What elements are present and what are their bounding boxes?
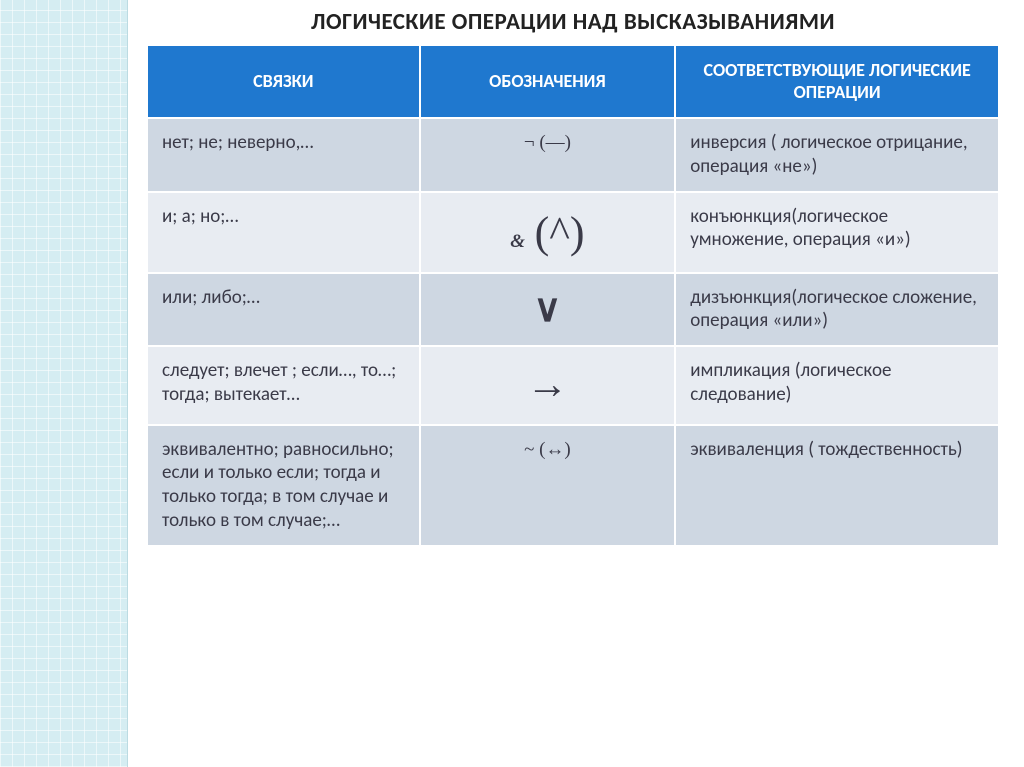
slide-content: ЛОГИЧЕСКИЕ ОПЕРАЦИИ НАД ВЫСКАЗЫВАНИЯМИ С… — [128, 0, 1024, 767]
cell-operation: инверсия ( логическое отрицание, операци… — [675, 118, 999, 192]
cell-operation: конъюнкция(логическое умножение, операци… — [675, 192, 999, 273]
cell-symbol: ~ (↔) — [420, 425, 676, 546]
cell-operation: эквиваленция ( тождественность) — [675, 425, 999, 546]
decorative-sidebar — [0, 0, 128, 767]
cell-symbol: → — [420, 346, 676, 425]
col-header-operations: СООТВЕТСТВУЮЩИЕ ЛОГИЧЕСКИЕ ОПЕРАЦИИ — [675, 45, 999, 118]
cell-operation: дизъюнкция(логическое сложение, операция… — [675, 273, 999, 347]
table-header-row: СВЯЗКИ ОБОЗНАЧЕНИЯ СООТВЕТСТВУЮЩИЕ ЛОГИЧ… — [147, 45, 999, 118]
col-header-symbols: ОБОЗНАЧЕНИЯ — [420, 45, 676, 118]
cell-connective: и; а; но;… — [147, 192, 420, 273]
cell-operation: импликация (логическое следование) — [675, 346, 999, 425]
col-header-connectives: СВЯЗКИ — [147, 45, 420, 118]
cell-symbol: ∨ — [420, 273, 676, 347]
page-title: ЛОГИЧЕСКИЕ ОПЕРАЦИИ НАД ВЫСКАЗЫВАНИЯМИ — [146, 8, 1000, 36]
cell-connective: следует; влечет ; если…, то…; тогда; выт… — [147, 346, 420, 425]
cell-connective: эквивалентно; равносильно; если и только… — [147, 425, 420, 546]
table-row: эквивалентно; равносильно; если и только… — [147, 425, 999, 546]
table-row: нет; не; неверно,… ¬ (—) инверсия ( логи… — [147, 118, 999, 192]
cell-symbol: & (^) — [420, 192, 676, 273]
table-row: и; а; но;… & (^) конъюнкция(логическое у… — [147, 192, 999, 273]
cell-connective: нет; не; неверно,… — [147, 118, 420, 192]
table-row: следует; влечет ; если…, то…; тогда; выт… — [147, 346, 999, 425]
cell-symbol: ¬ (—) — [420, 118, 676, 192]
table-row: или; либо;… ∨ дизъюнкция(логическое слож… — [147, 273, 999, 347]
logic-operations-table: СВЯЗКИ ОБОЗНАЧЕНИЯ СООТВЕТСТВУЮЩИЕ ЛОГИЧ… — [146, 44, 1000, 547]
cell-connective: или; либо;… — [147, 273, 420, 347]
